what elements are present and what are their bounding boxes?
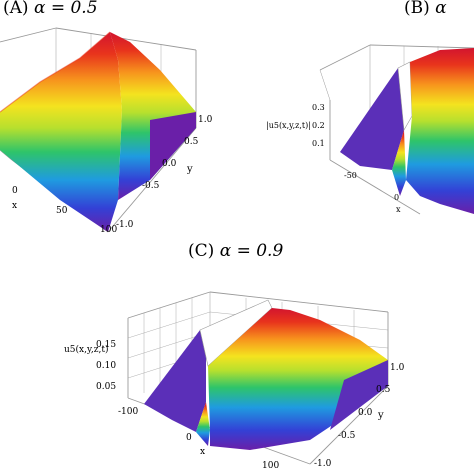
panel-a-xtick: 100 [100,225,117,235]
panel-a-title: (A) α = 0.5 [3,0,98,18]
panel-a-ytick: 0.5 [184,137,199,147]
panel-c-surface-rise [196,402,210,446]
panel-a-ytick: -1.0 [116,220,134,230]
panel-b-xtick: -50 [344,171,357,180]
panel-a-crest [0,31,111,113]
panel-b-box-edge [329,159,421,215]
panel-c-ytick: 1.0 [390,363,405,373]
panel-b-param: α [435,0,447,18]
panel-c-ztick: 0.15 [96,340,116,350]
panel-b-zlabel: |u5(x,y,z,t)| [266,121,311,130]
panel-c-param: α = 0.9 [219,241,284,261]
panel-c-grid [127,311,211,339]
panel-c-box-edge [309,385,389,465]
panel-c-box-edge [127,291,211,319]
panel-a-ytick: -0.5 [142,181,160,191]
panel-a-ytick: 1.0 [198,115,213,125]
panel-c-ytick: 0.0 [358,408,373,418]
panel-c-xtick: 0 [186,433,192,443]
panel-a-xtick: 50 [56,206,68,216]
panel-c-box-edge [209,291,389,313]
panel-c-ztick: 0.10 [96,361,116,371]
panel-c-surface-floor [144,330,206,432]
panel-c-xlabel: x [200,447,205,457]
panel-b-plot: |u5(x,y,z,t)|0.3 0.2 0.1 -50 0 x [266,44,474,215]
panel-b-surface-floor [340,68,404,170]
panel-c-xtick: -100 [118,407,138,417]
panel-b-xlabel: x [396,205,401,214]
panel-c-title: (C) α = 0.9 [188,241,283,261]
panel-c-zlabel: u5(x,y,z,t) [64,344,108,355]
panel-b-ztick: 0.1 [312,139,325,148]
panel-a-xlabel: x [12,201,17,211]
panel-a-plot: 0 50 100 x 1.0 0.5 0.0 -0.5 -1.0 y [0,27,213,235]
panel-a-box-edge [0,27,57,43]
panel-c-ytick: 0.5 [376,385,391,395]
panel-b-box-edge [319,69,331,101]
panel-b-xtick: 0 [394,193,399,202]
panel-c-prefix: (C) [188,241,215,261]
panel-a-surface-back [110,32,196,200]
panel-b-ztick: 0.3 [312,103,325,112]
panel-a-param: α = 0.5 [33,0,98,18]
panel-c-plot: u5(x,y,z,t)0.15 0.10 0.05 -100 0 100 x 1.0 0.5 0.… [64,291,405,471]
panel-b-box-edge [369,44,474,49]
panel-a-prefix: (A) [3,0,29,18]
panel-c-ztick: 0.05 [96,382,116,392]
panel-b-surface-main [406,48,474,214]
panel-c-ytick: -0.5 [338,431,356,441]
panel-a-surface-front [0,32,122,232]
panel-a-surface-tail [150,112,196,180]
panel-b-ztick: 0.2 [312,121,325,130]
panel-b-title: (B) α [404,0,447,18]
panel-b-box-edge [319,44,371,71]
panel-b-surface-rise [392,130,406,196]
panel-b-prefix: (B) [404,0,430,18]
panel-c-ylabel: y [377,410,384,421]
panel-a-ylabel: y [186,164,193,175]
panel-c-ytick: -1.0 [314,459,332,469]
panel-a-box-edge [107,127,197,233]
panel-c-xtick: 100 [262,461,279,471]
panel-a-ytick: 0.0 [162,159,177,169]
panel-a-xtick: 0 [12,186,18,196]
panel-c-surface-tail [330,360,388,430]
